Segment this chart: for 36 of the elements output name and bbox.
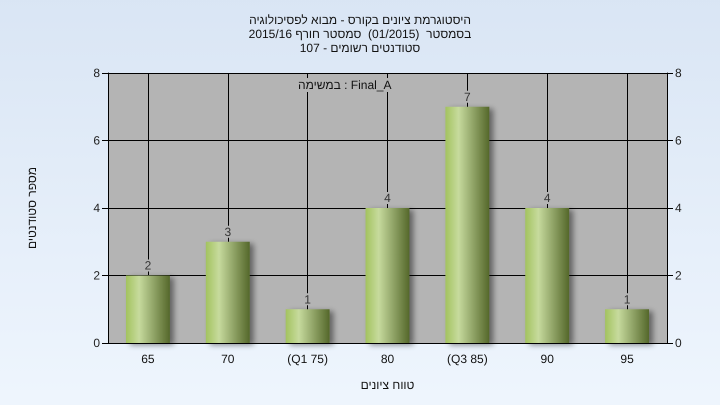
y-tick-label: 2 [93,268,100,282]
x-tick-label: 80 [380,352,394,366]
y2-tick-label: 2 [675,268,682,282]
y-tick-label: 6 [93,134,100,148]
y-tick-label: 8 [93,66,100,80]
bar [605,309,650,343]
y2-tick-label: 8 [675,66,682,80]
data-label: 1 [304,292,312,306]
data-label: 4 [544,191,551,205]
bar [286,309,330,343]
data-label: 1 [624,292,631,306]
y2-tick-label: 6 [675,134,682,148]
y-tick-label: 4 [93,201,100,215]
chart-title: היסטוגרמת ציונים בקורס - מבוא לפסיכולוגיה [249,13,471,27]
x-tick-label: (Q3 85) [447,352,488,366]
bar [525,208,570,343]
y2-tick-label: 4 [675,201,682,215]
x-tick-label: 90 [540,352,554,366]
annotation: במשימה : Final_A [298,78,392,92]
x-tick-label: 65 [141,352,155,366]
x-tick-label: (Q1 75) [287,352,328,366]
y2-tick-label: 0 [675,336,682,350]
bar [366,208,410,343]
bar [126,276,170,343]
x-tick-label: 70 [221,352,235,366]
chart-subtitle: בסמסטר (01/2015) סמסטר חורף 2015/16 סטודנטים רשומים - 107 [248,27,472,55]
x-axis-title: טווח ציונים [360,378,415,392]
data-label: 3 [224,224,232,239]
data-label: 4 [384,191,392,205]
data-label: 2 [144,258,152,272]
data-label: 7 [464,90,472,104]
y-tick-label: 0 [93,336,100,350]
y-axis-title: מספר סטודנטים [25,166,39,250]
bar [206,242,250,343]
bar [445,106,490,343]
x-tick-label: 95 [620,352,634,366]
